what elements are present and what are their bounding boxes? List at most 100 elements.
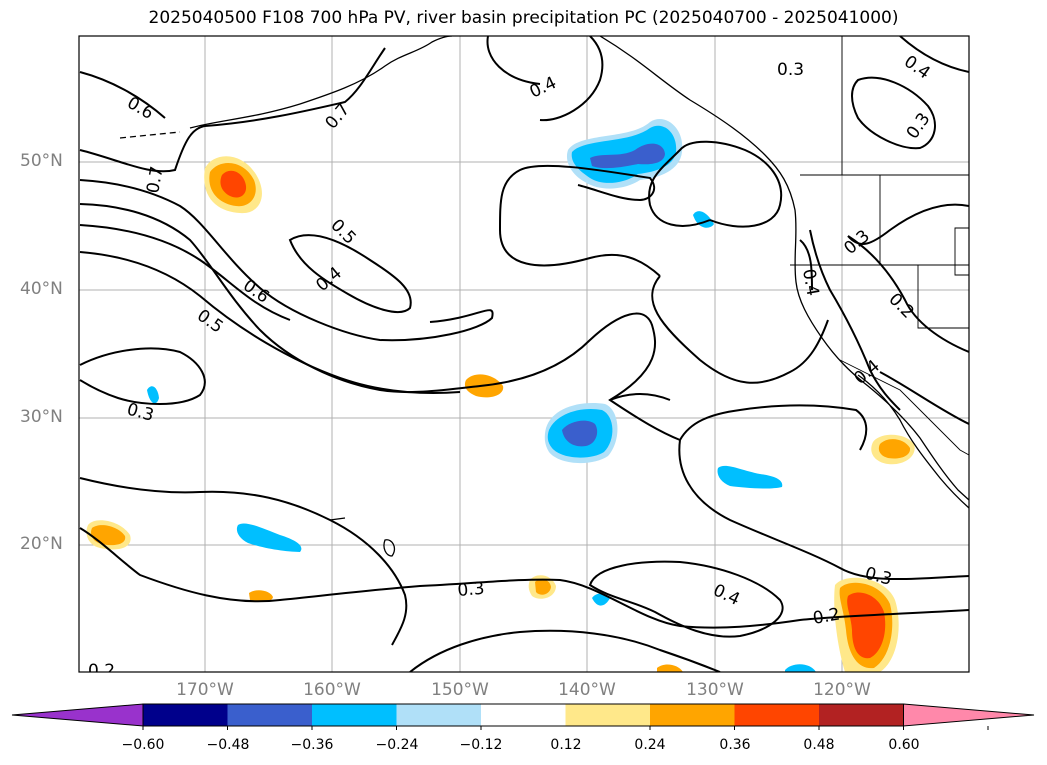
positive-anomaly-shading bbox=[86, 156, 915, 672]
contour-0.6-north bbox=[79, 71, 166, 119]
contour-0.2-ne bbox=[847, 235, 969, 353]
contour-label: 0.6 bbox=[124, 93, 157, 124]
contour-0.2-lower bbox=[409, 629, 721, 672]
contour-0.3-big bbox=[498, 164, 661, 277]
contour-0.5-inner bbox=[79, 224, 461, 395]
contour-label: 0.7 bbox=[143, 165, 167, 195]
contour-0.4-coast bbox=[809, 229, 901, 411]
contour-label: 0.5 bbox=[326, 215, 359, 248]
contour-label: 0.2 bbox=[884, 289, 917, 322]
anomaly-gulf-alaska-west-peak bbox=[220, 170, 247, 198]
lat-label-40n: 40°N bbox=[20, 279, 63, 299]
contour-0.5 bbox=[79, 203, 681, 441]
aleutian-islands bbox=[119, 131, 181, 139]
contour-0.4-closed bbox=[288, 234, 412, 313]
contour-0.2-se bbox=[879, 371, 969, 425]
graticule bbox=[79, 36, 969, 672]
colorbar-segment bbox=[312, 704, 397, 726]
contour-label: 0.3 bbox=[903, 109, 935, 143]
colorbar-under-extend bbox=[11, 703, 144, 727]
coastlines bbox=[119, 36, 969, 557]
contour-0.3-southwest bbox=[678, 439, 969, 581]
colorbar-segment bbox=[565, 704, 651, 726]
map-frame bbox=[78, 35, 970, 673]
baja-california bbox=[857, 374, 969, 509]
contour-0.4-east bbox=[651, 239, 829, 384]
anomaly-mexico-southwest-peak bbox=[847, 592, 886, 659]
contour-0.4-ne bbox=[899, 36, 969, 73]
anomaly-gulf-alaska-core bbox=[590, 143, 665, 169]
state-borders bbox=[790, 175, 969, 456]
pv-contours bbox=[79, 36, 969, 672]
colorbar-segment bbox=[734, 704, 820, 726]
colorbar-segment bbox=[819, 704, 904, 726]
alaska-coast bbox=[189, 36, 453, 129]
colorbar-segment bbox=[143, 704, 228, 726]
colorbar-tick: −0.48 bbox=[206, 737, 250, 753]
colorbar-segment bbox=[650, 704, 735, 726]
contour-0.6 bbox=[79, 179, 494, 342]
contour-label: 0.2 bbox=[811, 605, 841, 629]
contour-0.3-coast bbox=[847, 203, 969, 245]
anomaly-hawaii-west-core bbox=[91, 525, 126, 546]
colorbar-segment bbox=[227, 704, 313, 726]
colorbar-tick: −0.24 bbox=[375, 737, 419, 753]
anomaly-small-2 bbox=[147, 386, 159, 404]
colorbar-tick: −0.36 bbox=[290, 737, 334, 753]
anomaly-mid-pacific-core bbox=[562, 420, 598, 447]
contour-label: 0.4 bbox=[527, 73, 560, 103]
lon-label-130w: 130°W bbox=[686, 680, 744, 700]
anomaly-baja-core bbox=[878, 439, 911, 459]
contour-0.4-gulf bbox=[486, 36, 604, 122]
lon-label-170w: 170°W bbox=[176, 680, 234, 700]
anomaly-south-small-2-core bbox=[535, 579, 551, 595]
contour-labels: 0.6 0.7 0.7 0.5 0.6 0.4 0.5 0.4 0.3 0.4 … bbox=[88, 52, 935, 681]
lat-label-30n: 30°N bbox=[20, 407, 63, 427]
colorbar-segment bbox=[396, 704, 482, 726]
colorbar-segment bbox=[481, 704, 566, 726]
boundaries bbox=[790, 36, 969, 456]
anomaly-south-small-1 bbox=[249, 590, 273, 602]
anomaly-small-4 bbox=[785, 664, 816, 672]
colorbar-tick: 0.48 bbox=[803, 737, 835, 753]
colorbar-frame bbox=[142, 703, 904, 727]
map-title: 2025040500 F108 700 hPa PV, river basin … bbox=[148, 8, 899, 28]
lat-label-20n: 20°N bbox=[20, 534, 63, 554]
colorbar-tick: −0.12 bbox=[459, 737, 503, 753]
colorbar-tick: 0.12 bbox=[550, 737, 582, 753]
hawaii-islands bbox=[329, 517, 396, 557]
contour-0.3-mid bbox=[79, 347, 206, 405]
contour-east-pacific bbox=[648, 140, 783, 228]
contour-0.2-east bbox=[79, 527, 969, 629]
contour-label: 0.6 bbox=[239, 276, 273, 308]
contour-label: 0.5 bbox=[193, 306, 227, 338]
lon-label-150w: 150°W bbox=[431, 680, 489, 700]
contour-label: 0.4 bbox=[798, 267, 822, 297]
colorbar-tick: 0.24 bbox=[634, 737, 666, 753]
contour-0.7 bbox=[79, 47, 386, 173]
lon-label-160w: 160°W bbox=[303, 680, 361, 700]
negative-anomaly-shading bbox=[147, 118, 816, 672]
anomaly-south-small-3 bbox=[657, 664, 683, 672]
colorbar-tick: −0.60 bbox=[121, 737, 165, 753]
contour-label: 0.2 bbox=[88, 661, 115, 681]
north-america-coast bbox=[599, 36, 969, 501]
contour-label: 0.7 bbox=[322, 100, 355, 134]
lat-label-50n: 50°N bbox=[20, 151, 63, 171]
contour-label: 0.3 bbox=[457, 579, 486, 601]
colorbar bbox=[11, 703, 1035, 730]
lon-label-140w: 140°W bbox=[558, 680, 616, 700]
contour-label: 0.3 bbox=[777, 60, 804, 80]
colorbar-tick: 0.60 bbox=[888, 737, 920, 753]
lon-label-120w: 120°W bbox=[813, 680, 871, 700]
colorbar-tick: 0.36 bbox=[719, 737, 751, 753]
anomaly-hawaii-east bbox=[236, 523, 302, 552]
contour-label: 0.3 bbox=[840, 226, 874, 259]
anomaly-east-pacific bbox=[717, 465, 783, 489]
contour-0.4-south bbox=[588, 560, 784, 638]
contour-0.3-ne bbox=[851, 76, 936, 150]
contour-0.3-south bbox=[79, 477, 408, 646]
contour-0.3-east bbox=[609, 393, 868, 451]
colorbar-over-extend bbox=[903, 703, 1035, 727]
